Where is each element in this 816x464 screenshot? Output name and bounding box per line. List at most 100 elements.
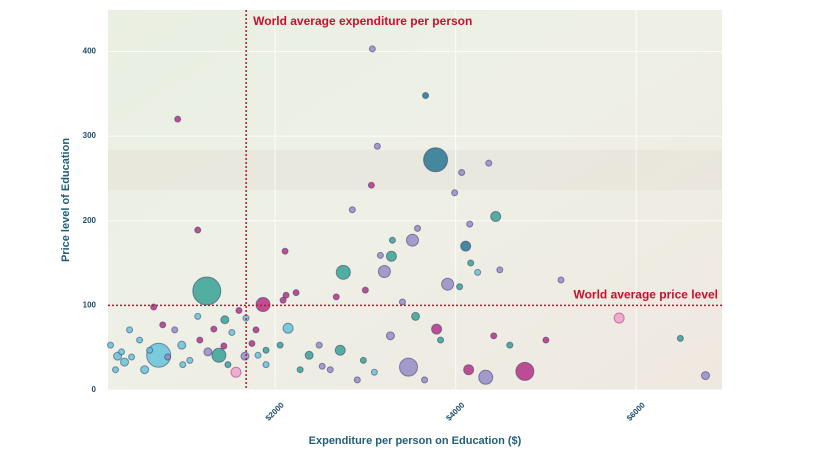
bubble bbox=[421, 376, 429, 384]
bubble bbox=[367, 181, 375, 189]
bubble bbox=[422, 91, 430, 99]
bubble bbox=[140, 365, 150, 375]
bubble bbox=[179, 361, 187, 369]
bubble bbox=[326, 366, 334, 374]
bubble bbox=[248, 339, 256, 347]
bubble bbox=[359, 356, 367, 364]
bubble bbox=[478, 369, 494, 385]
y-tick-label: 200 bbox=[83, 216, 97, 225]
bubble bbox=[126, 326, 134, 334]
bubble bbox=[211, 347, 227, 363]
bubble bbox=[414, 224, 422, 232]
bubble bbox=[542, 336, 550, 344]
bubble bbox=[456, 283, 464, 291]
bubble bbox=[276, 341, 284, 349]
bubble bbox=[373, 142, 381, 150]
annotation: World average expenditure per person bbox=[253, 14, 472, 28]
bubble bbox=[490, 332, 498, 340]
bubble bbox=[281, 247, 289, 255]
bubble bbox=[315, 341, 323, 349]
y-tick-label: 300 bbox=[83, 131, 97, 140]
bubble bbox=[398, 298, 406, 306]
bubble bbox=[210, 325, 218, 333]
bubble bbox=[385, 331, 395, 341]
bubble bbox=[296, 366, 304, 374]
annotation: World average price level bbox=[573, 288, 718, 302]
bubble bbox=[118, 348, 126, 356]
bubble bbox=[318, 362, 326, 370]
bubble bbox=[220, 315, 230, 325]
bubble bbox=[676, 334, 684, 342]
bubble bbox=[353, 376, 361, 384]
bubble bbox=[252, 326, 260, 334]
bubble bbox=[361, 286, 369, 294]
bubble bbox=[262, 346, 270, 354]
bubble bbox=[388, 236, 396, 244]
y-tick-label: 100 bbox=[83, 300, 97, 309]
bubble bbox=[282, 291, 290, 299]
bubble bbox=[128, 353, 136, 361]
bubble bbox=[458, 168, 466, 176]
bubble bbox=[146, 346, 154, 354]
bubble bbox=[515, 361, 535, 381]
bubble bbox=[467, 259, 475, 267]
x-tick-label: $2000 bbox=[264, 400, 286, 422]
bubble bbox=[164, 353, 172, 361]
bubble bbox=[466, 220, 474, 228]
x-tick-label: $6000 bbox=[625, 400, 647, 422]
bubble bbox=[186, 356, 194, 364]
bubble bbox=[203, 347, 213, 357]
bubble bbox=[171, 326, 179, 334]
bubble bbox=[377, 265, 391, 279]
bubble bbox=[107, 341, 115, 349]
bubble bbox=[136, 336, 144, 344]
bubble bbox=[385, 250, 397, 262]
bubble bbox=[262, 361, 270, 369]
y-tick-label: 400 bbox=[83, 47, 97, 56]
bubble bbox=[405, 233, 419, 247]
bubble bbox=[332, 293, 340, 301]
bubble bbox=[368, 45, 376, 53]
y-tick-label: 0 bbox=[92, 385, 97, 394]
bubble bbox=[292, 289, 300, 297]
bubble bbox=[235, 306, 243, 314]
bubble bbox=[463, 364, 475, 376]
bubble bbox=[496, 266, 504, 274]
bubble bbox=[460, 240, 472, 252]
bubble bbox=[557, 276, 565, 284]
x-tick-label: $4000 bbox=[444, 400, 466, 422]
bubble bbox=[335, 264, 351, 280]
bubble bbox=[254, 351, 262, 359]
plot-background bbox=[108, 10, 722, 390]
bubble bbox=[700, 371, 710, 381]
bubble bbox=[194, 226, 202, 234]
bubble bbox=[451, 189, 459, 197]
bubble bbox=[228, 328, 236, 336]
bubble bbox=[240, 351, 250, 361]
x-axis-title: Expenditure per person on Education ($) bbox=[309, 435, 522, 447]
bubble bbox=[174, 115, 182, 123]
bubble bbox=[279, 296, 287, 304]
bubble bbox=[224, 361, 232, 369]
bubble bbox=[613, 312, 625, 324]
bubble bbox=[485, 159, 493, 167]
bubble bbox=[370, 368, 378, 376]
bubble bbox=[490, 211, 502, 223]
bubble bbox=[376, 251, 384, 259]
bubble bbox=[398, 357, 418, 377]
bubble bbox=[334, 344, 346, 356]
bubble bbox=[196, 336, 204, 344]
bubble bbox=[230, 366, 242, 378]
bubble bbox=[506, 341, 514, 349]
bubble bbox=[474, 268, 482, 276]
bubble bbox=[304, 350, 314, 360]
bubble bbox=[348, 206, 356, 214]
bubble bbox=[441, 277, 455, 291]
y-axis-title: Price level of Education bbox=[60, 138, 72, 262]
bubble bbox=[120, 357, 130, 367]
bubble bbox=[194, 312, 202, 320]
bubble bbox=[282, 322, 294, 334]
bubble bbox=[437, 336, 445, 344]
background-rail bbox=[108, 150, 722, 190]
